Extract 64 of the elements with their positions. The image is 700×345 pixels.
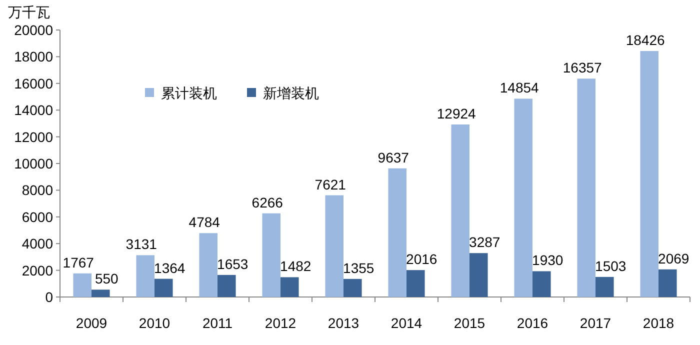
data-label: 1355 [343,260,374,276]
y-axis-title: 万千瓦 [8,4,50,20]
bar [154,278,173,297]
legend-label: 累计装机 [161,85,217,101]
bar [344,278,362,297]
y-tick-label: 10000 [14,156,54,172]
y-tick-label: 0 [45,289,54,305]
x-tick-label: 2014 [390,315,422,331]
bar [388,168,406,297]
bar [218,274,236,297]
data-label: 1930 [532,252,564,268]
data-label: 3287 [469,234,500,250]
bar [406,270,425,297]
data-label: 2069 [658,250,690,266]
bar [514,98,532,297]
x-tick-label: 2010 [138,315,170,331]
x-tick-label: 2013 [328,315,360,331]
y-tick-label: 12000 [14,128,54,145]
bar [325,195,344,297]
data-label: 9637 [378,149,410,166]
y-tick-label: 8000 [22,182,54,198]
y-tick-label: 16000 [14,75,54,92]
data-label: 550 [94,270,119,287]
data-label: 3131 [126,236,158,252]
data-label: 1767 [62,254,94,270]
bar [451,124,470,297]
y-tick-label: 2000 [22,262,54,278]
bar [658,269,677,297]
y-tick-label: 4000 [22,236,54,252]
bar [136,255,154,297]
bar [280,277,299,297]
x-tick-label: 2015 [454,315,486,331]
data-label: 14854 [500,80,540,96]
y-tick-label: 20000 [14,22,54,38]
x-tick-label: 2018 [642,315,674,331]
x-tick-label: 2017 [580,315,612,331]
data-label: 2016 [406,251,438,268]
data-label: 1482 [280,258,312,274]
data-label: 6266 [252,194,284,210]
x-tick-label: 2011 [202,315,233,331]
bar [470,253,488,297]
data-label: 16357 [562,60,602,76]
data-label: 1364 [154,260,186,276]
bar [532,271,551,297]
data-label: 1653 [217,256,248,272]
data-label: 1503 [595,258,626,274]
bar [199,233,218,297]
y-tick-label: 6000 [22,208,54,225]
bar [92,290,110,297]
bar [596,276,614,297]
data-label: 12924 [436,105,476,122]
bar [73,273,92,297]
x-tick-label: 2009 [76,315,108,331]
y-tick-label: 14000 [14,102,54,118]
y-tick-label: 18000 [14,48,54,65]
data-label: 4784 [188,214,220,230]
x-tick-label: 2012 [264,315,296,331]
data-label: 18426 [626,32,666,48]
bar [640,51,658,297]
x-tick-label: 2016 [516,315,548,331]
data-label: 7621 [314,176,346,192]
legend-label: 新增装机 [263,85,319,101]
bar [577,78,596,297]
bar [262,213,280,297]
